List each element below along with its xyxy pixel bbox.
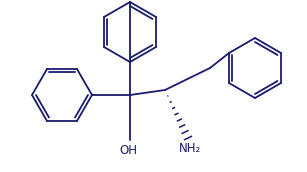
Text: OH: OH [119,144,137,157]
Text: NH₂: NH₂ [179,142,201,155]
